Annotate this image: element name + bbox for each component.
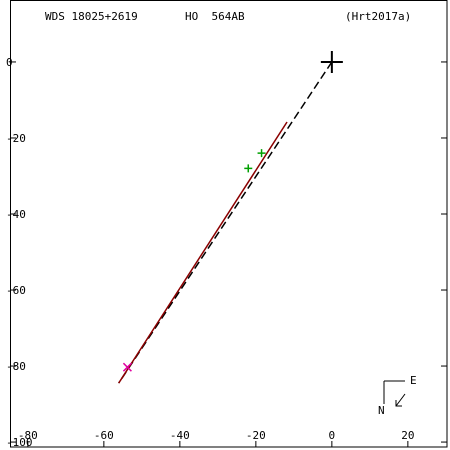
reference-label: (Hrt2017a): [345, 10, 411, 23]
primary-star: [320, 50, 343, 73]
observation: [244, 164, 253, 173]
pair-label: HO 564AB: [185, 10, 245, 23]
y-tick-label: -60: [6, 284, 26, 297]
y-tick-label: -80: [6, 360, 26, 373]
compass: E N: [378, 374, 417, 417]
x-tick-label: -40: [170, 429, 190, 442]
x-tick-label: -60: [94, 429, 114, 442]
compass-arrow-head: [395, 400, 402, 407]
compass-east: E: [410, 374, 417, 387]
compass-arrow: [395, 393, 406, 407]
orbit-line: [118, 121, 288, 384]
x-tick-label: 20: [401, 429, 414, 442]
observation: [122, 362, 132, 372]
x-tick-label: 0: [329, 429, 336, 442]
x-tick-label: -80: [18, 429, 38, 442]
compass-north: N: [378, 404, 385, 417]
dashed-line: [118, 61, 333, 384]
y-tick-label: -40: [6, 208, 26, 221]
y-tick-label: -100: [6, 436, 33, 449]
plot-frame: [10, 0, 448, 448]
observation: [257, 149, 266, 158]
wds-label: WDS 18025+2619: [45, 10, 138, 23]
x-tick-label: -20: [246, 429, 266, 442]
y-tick-label: 0: [6, 56, 13, 69]
y-tick-label: -20: [6, 132, 26, 145]
